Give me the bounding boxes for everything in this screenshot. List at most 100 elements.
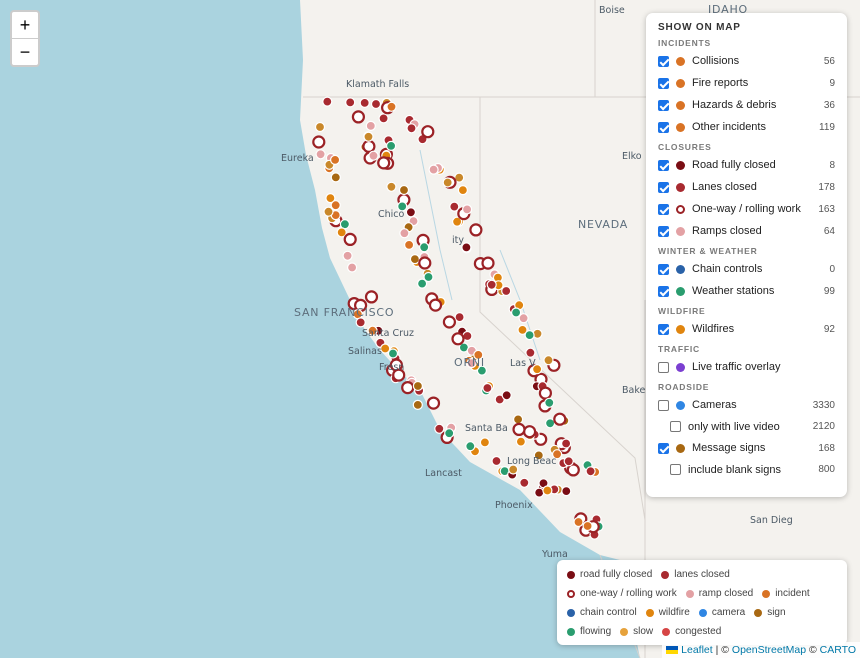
map-marker[interactable] <box>522 425 537 439</box>
map-marker[interactable] <box>479 437 490 448</box>
map-marker[interactable] <box>325 193 336 204</box>
layer-row-cameras[interactable]: Cameras 3330 <box>658 394 835 416</box>
map-marker[interactable] <box>359 97 370 109</box>
map-marker[interactable] <box>544 418 556 429</box>
layer-checkbox-ramps-closed[interactable] <box>658 225 669 237</box>
layer-row-collisions[interactable]: Collisions 56 <box>658 50 835 72</box>
map-marker[interactable] <box>544 397 555 408</box>
layer-checkbox-collisions[interactable] <box>658 55 669 67</box>
map-marker[interactable] <box>543 355 554 366</box>
map-marker[interactable] <box>330 172 341 183</box>
map-marker[interactable] <box>412 380 423 392</box>
map-marker[interactable] <box>585 466 596 477</box>
layer-row-only-with-live-video[interactable]: only with live video 2120 <box>658 416 835 437</box>
carto-link[interactable]: CARTO <box>819 644 856 656</box>
map-marker[interactable] <box>421 125 435 139</box>
map-marker[interactable] <box>449 201 460 212</box>
map-marker[interactable] <box>486 279 497 290</box>
map-marker[interactable] <box>542 485 553 496</box>
map-marker[interactable] <box>501 390 512 401</box>
map-marker[interactable] <box>322 96 333 107</box>
map-marker[interactable] <box>566 463 580 477</box>
map-marker[interactable] <box>462 204 473 215</box>
map-marker[interactable] <box>473 349 484 360</box>
map-marker[interactable] <box>406 123 417 134</box>
map-marker[interactable] <box>469 223 483 237</box>
map-marker[interactable] <box>398 184 410 196</box>
map-marker[interactable] <box>330 154 341 165</box>
map-marker[interactable] <box>582 520 593 532</box>
map-marker[interactable] <box>399 228 410 239</box>
map-marker[interactable] <box>386 101 397 112</box>
map-marker[interactable] <box>412 399 423 410</box>
map-marker[interactable] <box>534 487 545 498</box>
map-marker[interactable] <box>401 381 415 395</box>
zoom-out-button[interactable]: − <box>12 38 38 65</box>
map-marker[interactable] <box>519 477 530 488</box>
map-marker[interactable] <box>365 120 376 132</box>
layer-row-wildfires[interactable]: Wildfires 92 <box>658 318 835 340</box>
map-marker[interactable] <box>452 216 463 227</box>
map-marker[interactable] <box>347 262 358 273</box>
map-marker[interactable] <box>386 181 397 192</box>
map-marker[interactable] <box>417 278 428 289</box>
map-marker[interactable] <box>367 325 378 336</box>
layer-checkbox-lanes-closed[interactable] <box>658 181 669 193</box>
map-marker[interactable] <box>315 149 326 160</box>
map-marker[interactable] <box>501 285 512 297</box>
map-marker[interactable] <box>418 256 432 270</box>
map-marker[interactable] <box>466 358 477 369</box>
layer-row-lanes-closed[interactable]: Lanes closed 178 <box>658 176 835 198</box>
map-marker[interactable] <box>482 382 493 394</box>
map-marker[interactable] <box>428 164 439 175</box>
map-marker[interactable] <box>355 317 366 328</box>
map-marker[interactable] <box>386 140 397 151</box>
layer-row-message-signs[interactable]: Message signs 168 <box>658 437 835 459</box>
map-marker[interactable] <box>387 348 399 359</box>
map-marker[interactable] <box>454 172 465 183</box>
layer-row-other-incidents[interactable]: Other incidents 119 <box>658 116 835 138</box>
map-marker[interactable] <box>419 242 430 253</box>
map-marker[interactable] <box>518 313 529 324</box>
map-marker[interactable] <box>461 242 472 253</box>
map-marker[interactable] <box>404 239 415 250</box>
map-marker[interactable] <box>525 347 536 358</box>
layer-checkbox-chain-controls[interactable] <box>658 263 669 275</box>
map-marker[interactable] <box>392 368 406 382</box>
map-marker[interactable] <box>312 135 326 149</box>
map-marker[interactable] <box>323 206 334 217</box>
map-marker[interactable] <box>426 396 441 410</box>
map-marker[interactable] <box>465 441 476 452</box>
map-marker[interactable] <box>573 516 584 528</box>
map-marker[interactable] <box>538 386 553 400</box>
layer-checkbox-include-blank-signs[interactable] <box>670 464 681 475</box>
map-marker[interactable] <box>444 428 455 439</box>
map-marker[interactable] <box>454 312 465 323</box>
map-marker[interactable] <box>345 97 356 108</box>
layer-checkbox-one-way-rolling-work[interactable] <box>658 203 669 215</box>
layer-checkbox-message-signs[interactable] <box>658 442 669 454</box>
map-marker[interactable] <box>481 256 495 270</box>
layer-checkbox-wildfires[interactable] <box>658 323 669 335</box>
map-marker[interactable] <box>512 422 526 436</box>
map-marker[interactable] <box>405 207 416 218</box>
map-marker[interactable] <box>551 449 563 460</box>
map-marker[interactable] <box>442 177 453 188</box>
map-marker[interactable] <box>510 307 522 318</box>
map-marker[interactable] <box>531 364 543 375</box>
layer-checkbox-cameras[interactable] <box>658 399 669 411</box>
zoom-in-button[interactable]: + <box>19 15 31 35</box>
map-marker[interactable] <box>342 250 353 261</box>
map-marker[interactable] <box>336 227 347 238</box>
map-marker[interactable] <box>434 423 445 434</box>
map-marker[interactable] <box>563 456 574 467</box>
map-marker[interactable] <box>423 271 434 283</box>
layer-checkbox-weather-stations[interactable] <box>658 285 669 297</box>
leaflet-link[interactable]: Leaflet <box>681 644 713 656</box>
map-marker[interactable] <box>561 486 572 497</box>
layer-checkbox-hazards-debris[interactable] <box>658 99 669 111</box>
map-marker[interactable] <box>476 365 487 376</box>
map-marker[interactable] <box>363 131 374 142</box>
map-marker[interactable] <box>512 414 524 425</box>
layer-row-include-blank-signs[interactable]: include blank signs 800 <box>658 459 835 480</box>
